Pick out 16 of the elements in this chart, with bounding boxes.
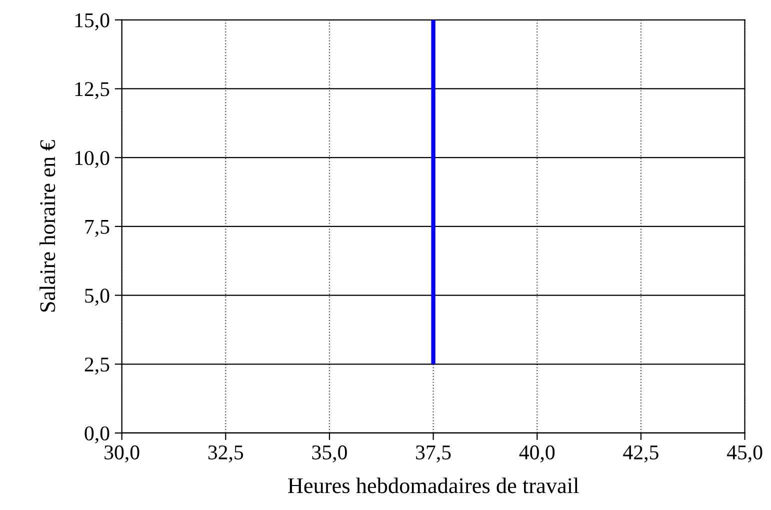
y-tick-label: 7,5 [85,220,110,237]
x-axis-title: Heures hebdomadaires de travail [288,478,579,494]
y-tick-label: 15,0 [75,13,110,30]
y-tick-label: 12,5 [75,82,110,100]
x-tick-label: 45,0 [726,445,762,462]
y-tick-label: 5,0 [85,288,110,306]
y-tick-label: 0,0 [84,426,110,444]
y-tick-label: 10,0 [75,150,110,168]
x-tick-label: 32,5 [208,445,244,462]
y-tick-label: 2,5 [84,358,110,375]
x-tick-label: 30,0 [104,445,140,462]
y-axis-title: Salaire horaire en € [40,140,56,312]
x-tick-label: 40,0 [519,445,555,462]
x-tick-label: 37,5 [416,445,451,462]
x-tick-label: 35,0 [312,445,347,462]
x-tick-label: 42,5 [623,445,658,462]
